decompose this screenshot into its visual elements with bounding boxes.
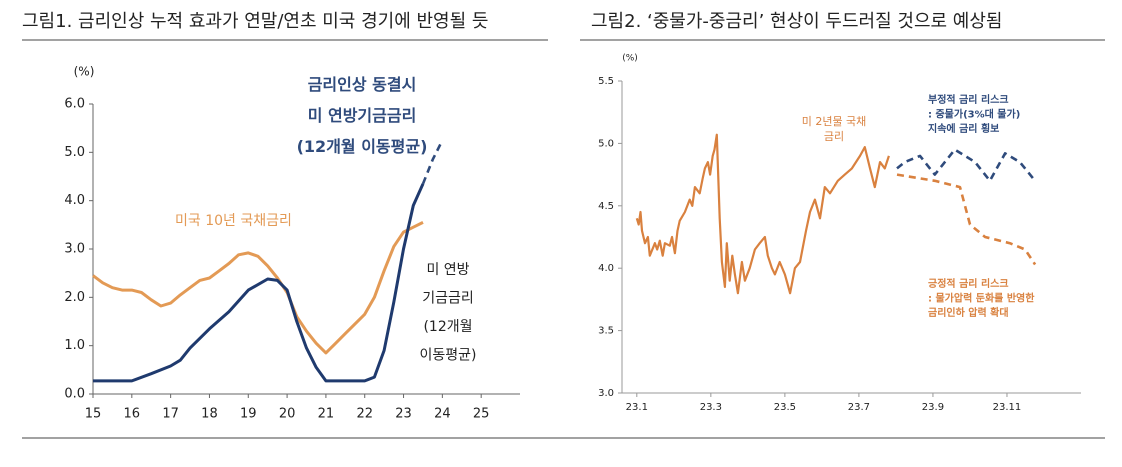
y-tick-label: 4.0 — [64, 193, 85, 208]
label-line: : 물가압력 둔화를 반영한 — [928, 292, 1035, 305]
y-tick-label: 2.0 — [64, 290, 85, 305]
series-line — [93, 183, 425, 383]
x-tick-label: 23.9 — [922, 402, 944, 413]
y-tick-label: 5.0 — [598, 138, 614, 149]
label-line: 미 연방기금금리 — [308, 106, 417, 125]
y-tick-label: 6.0 — [64, 97, 85, 112]
label-line: 지속에 금리 횡보 — [928, 122, 999, 135]
y-tick-label: 3.0 — [64, 242, 85, 257]
x-tick-label: 23.7 — [848, 402, 870, 413]
x-tick-label: 25 — [473, 407, 490, 422]
label-line: 금리인하 압력 확대 — [928, 306, 1009, 319]
series-label: 긍정적 금리 리스크 : 물가압력 둔화를 반영한 금리인하 압력 확대 — [928, 277, 1035, 319]
x-tick-label: 24 — [434, 407, 451, 422]
label-line: 기금금리 — [422, 291, 474, 307]
label-line: 긍정적 금리 리스크 — [928, 277, 1009, 290]
label-line: : 중물가(3%대 물가) — [928, 108, 1020, 121]
x-tick-label: 20 — [279, 407, 296, 422]
y-tick-label: 3.5 — [598, 326, 614, 337]
series-line — [635, 133, 890, 295]
label-line: 미국 10년 국채금리 — [175, 213, 292, 229]
label-line: (12개월 이동평균) — [297, 137, 428, 156]
label-line: 금리 — [824, 130, 844, 143]
y-tick-label: 5.0 — [64, 145, 85, 160]
x-tick-label: 23.1 — [626, 402, 648, 413]
series-line — [92, 221, 424, 355]
x-tick-label: 21 — [318, 407, 335, 422]
series-line — [896, 173, 1037, 266]
x-tick-label: 18 — [201, 407, 218, 422]
x-tick-label: 17 — [162, 407, 179, 422]
x-tick-label: 23 — [395, 407, 412, 422]
label-line: 미 2년물 국채 — [802, 115, 867, 128]
y-tick-label: 4.0 — [598, 263, 614, 274]
label-line: 이동평균) — [420, 348, 477, 364]
x-tick-label: 15 — [85, 407, 102, 422]
series-line — [896, 148, 1037, 183]
label-line: 미 연방 — [426, 262, 469, 278]
label-line: 부정적 금리 리스크 — [928, 93, 1009, 106]
series-label: 미국 10년 국채금리 — [175, 213, 292, 229]
chart-title: 그림1. 금리인상 누적 효과가 연말/연초 미국 경기에 반영될 듯 — [22, 11, 488, 32]
series-label: 부정적 금리 리스크 : 중물가(3%대 물가) 지속에 금리 횡보 — [928, 93, 1020, 135]
y-axis-unit: (%) — [74, 65, 95, 79]
y-tick-label: 3.0 — [598, 388, 614, 399]
x-tick-label: 16 — [124, 407, 141, 422]
y-tick-label: 5.5 — [598, 76, 614, 87]
series-line — [421, 139, 444, 185]
y-axis-unit: (%) — [622, 54, 638, 64]
y-tick-label: 4.5 — [598, 201, 614, 212]
label-line: 금리인상 동결시 — [308, 75, 417, 94]
x-tick-label: 22 — [356, 407, 373, 422]
chart-title: 그림2. ‘중물가-중금리’ 현상이 두드러질 것으로 예상됨 — [591, 11, 1002, 32]
x-tick-label: 23.3 — [700, 402, 722, 413]
x-tick-label: 19 — [240, 407, 257, 422]
x-tick-label: 23.11 — [993, 402, 1022, 413]
x-tick-label: 23.5 — [774, 402, 796, 413]
label-line: (12개월 — [423, 319, 472, 335]
y-tick-label: 0.0 — [64, 387, 85, 402]
y-tick-label: 1.0 — [64, 338, 85, 353]
